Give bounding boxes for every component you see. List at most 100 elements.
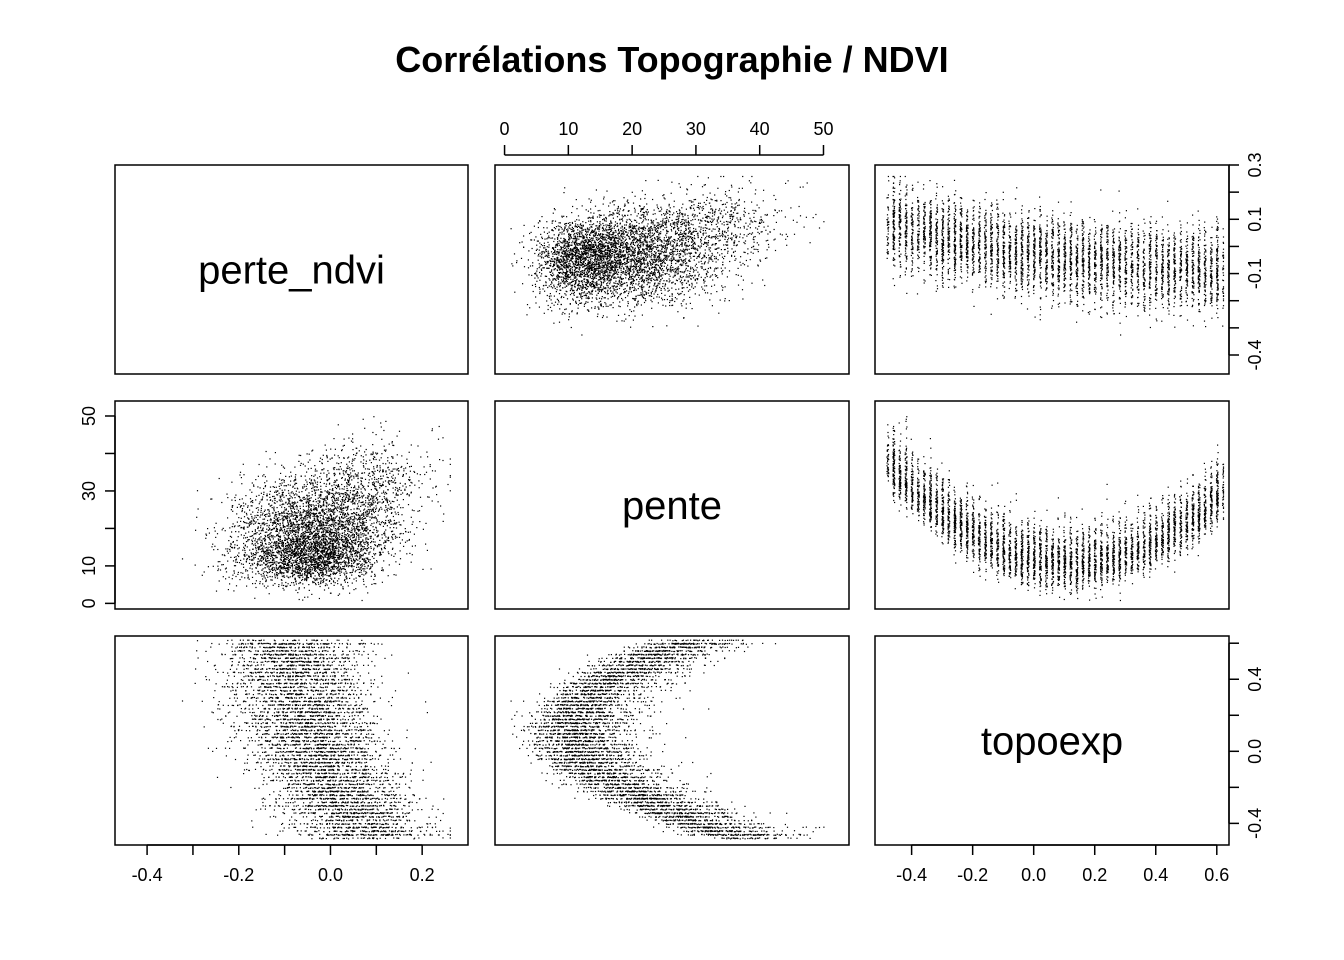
data-point xyxy=(516,260,518,262)
data-point xyxy=(689,296,691,298)
data-point xyxy=(679,240,681,242)
data-point xyxy=(660,258,662,260)
data-point xyxy=(606,239,608,241)
data-point xyxy=(691,284,693,286)
data-point xyxy=(774,238,776,240)
data-point xyxy=(576,219,578,221)
data-point xyxy=(616,282,618,285)
data-point xyxy=(560,263,562,266)
data-point xyxy=(602,286,605,288)
data-point xyxy=(593,266,595,268)
data-point xyxy=(610,246,612,249)
data-point xyxy=(591,217,593,219)
data-point xyxy=(568,254,570,256)
data-point xyxy=(732,251,735,254)
data-point xyxy=(558,259,560,261)
data-point xyxy=(654,255,656,257)
data-point xyxy=(638,252,640,254)
data-point xyxy=(729,222,732,224)
data-point xyxy=(584,274,586,276)
data-point xyxy=(676,225,678,228)
data-point xyxy=(681,236,683,238)
data-point xyxy=(611,276,613,278)
data-point xyxy=(598,261,600,264)
data-point xyxy=(538,286,540,289)
data-point xyxy=(636,260,638,262)
data-point xyxy=(603,228,605,230)
data-point xyxy=(637,243,639,245)
data-point xyxy=(585,235,588,237)
data-point xyxy=(608,236,610,238)
data-point xyxy=(552,287,554,289)
data-point xyxy=(587,246,589,248)
data-point xyxy=(621,240,623,242)
data-point xyxy=(614,252,616,254)
data-point xyxy=(669,280,671,282)
data-point xyxy=(666,216,668,218)
data-point xyxy=(702,229,704,232)
data-point xyxy=(642,271,644,273)
data-point xyxy=(696,278,698,280)
data-point xyxy=(678,234,680,236)
data-point xyxy=(792,219,794,221)
data-point xyxy=(599,222,601,224)
data-point xyxy=(689,230,691,233)
data-point xyxy=(687,239,690,241)
data-point xyxy=(661,269,663,271)
data-point xyxy=(541,252,543,254)
data-point xyxy=(716,275,718,277)
data-point xyxy=(618,254,620,256)
data-point xyxy=(570,278,572,280)
data-point xyxy=(710,237,712,239)
data-point xyxy=(523,235,525,237)
data-point xyxy=(714,248,716,250)
data-point xyxy=(600,240,602,242)
data-point xyxy=(674,224,676,226)
data-point xyxy=(614,256,616,258)
data-point xyxy=(707,254,710,256)
data-point xyxy=(619,208,621,210)
data-point xyxy=(576,208,578,210)
data-point xyxy=(644,272,646,274)
data-point xyxy=(717,222,719,224)
data-point xyxy=(702,194,704,196)
data-point xyxy=(690,268,692,270)
data-point xyxy=(685,208,687,210)
data-point xyxy=(698,208,700,210)
data-point xyxy=(569,265,571,267)
data-point xyxy=(681,284,683,286)
data-point xyxy=(664,262,666,264)
data-point xyxy=(565,261,567,263)
data-point xyxy=(656,204,658,206)
data-point xyxy=(686,248,688,250)
data-point xyxy=(602,282,604,284)
data-point xyxy=(556,289,558,291)
data-point xyxy=(610,238,613,240)
data-point xyxy=(574,241,576,243)
data-point xyxy=(511,263,513,265)
data-point xyxy=(593,230,595,232)
data-point xyxy=(698,255,700,258)
data-point xyxy=(563,263,565,265)
data-point xyxy=(603,245,605,247)
data-point xyxy=(644,290,646,292)
data-point xyxy=(721,253,723,255)
data-point xyxy=(647,246,649,248)
data-point xyxy=(620,259,622,262)
data-point xyxy=(713,214,716,216)
data-point xyxy=(579,261,581,264)
data-point xyxy=(611,266,614,269)
data-point xyxy=(556,237,559,239)
data-point xyxy=(707,240,710,242)
data-point xyxy=(598,290,600,293)
data-point xyxy=(595,277,597,279)
data-point xyxy=(602,258,604,260)
data-point xyxy=(706,199,708,201)
data-point xyxy=(718,228,721,230)
data-point xyxy=(574,244,576,246)
data-point xyxy=(710,293,712,295)
data-point xyxy=(579,264,581,266)
data-point xyxy=(660,210,662,212)
data-point xyxy=(616,260,618,262)
data-point xyxy=(571,256,573,258)
